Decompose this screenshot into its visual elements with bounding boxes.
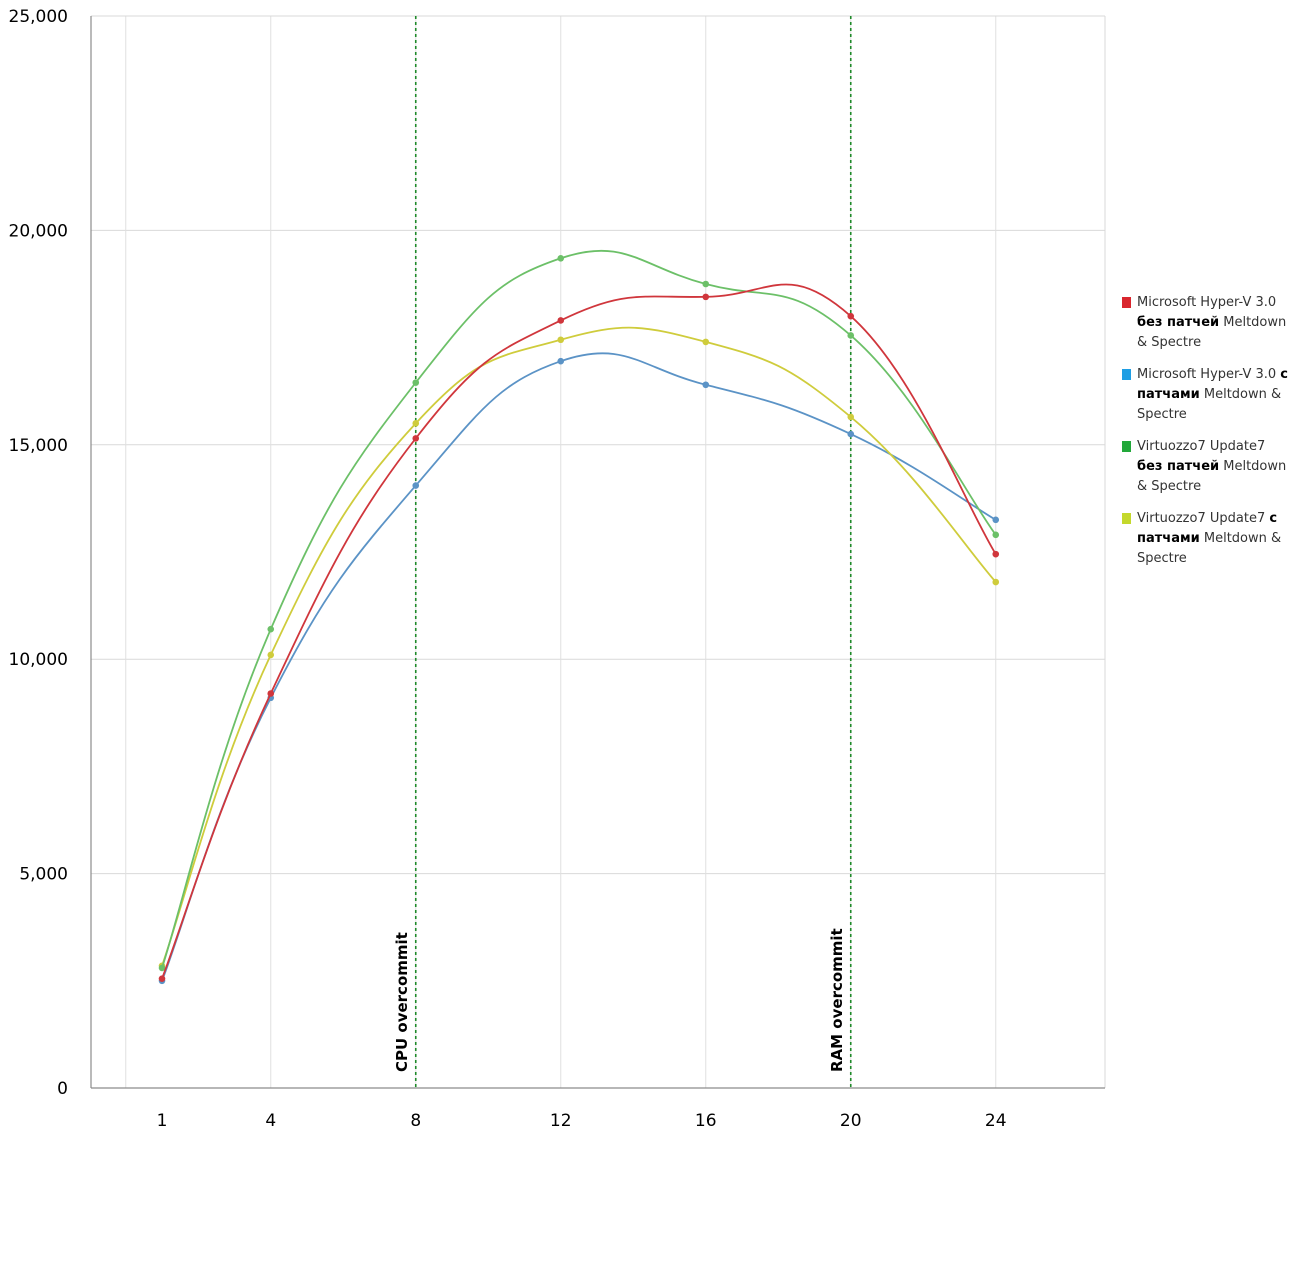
series-line: [161, 249, 997, 969]
data-point: [412, 420, 420, 427]
x-tick-label: 24: [985, 1111, 1007, 1131]
legend-item-hyperv-patched: Microsoft Hyper-V 3.0 с патчами Meltdown…: [1122, 365, 1292, 425]
data-point: [847, 430, 855, 438]
data-point: [412, 379, 420, 386]
data-point: [412, 482, 420, 489]
legend-label: Microsoft Hyper-V 3.0 без патчей Meltdow…: [1137, 295, 1286, 350]
data-point: [557, 254, 565, 262]
legend-label-part: Meltdown & Spectre: [1137, 387, 1282, 422]
x-tick-label: 8: [410, 1111, 421, 1131]
series-line: [161, 326, 997, 967]
legend-label: Virtuozzo7 Update7 с патчами Meltdown & …: [1137, 511, 1281, 566]
legend-label-part: Virtuozzo7 Update7: [1137, 439, 1266, 454]
data-point: [847, 312, 855, 320]
legend: Microsoft Hyper-V 3.0 без патчей Meltdow…: [1122, 293, 1292, 581]
data-point: [702, 338, 710, 346]
legend-swatch: [1122, 441, 1131, 452]
data-point: [412, 435, 420, 442]
legend-label-part: Virtuozzo7 Update7: [1137, 511, 1270, 526]
legend-label-part: Meltdown & Spectre: [1137, 531, 1282, 566]
legend-label-bold: без патчей: [1137, 315, 1220, 330]
data-point: [267, 625, 275, 633]
y-tick-label: 5,000: [19, 865, 68, 885]
y-tick-label: 15,000: [9, 436, 68, 456]
legend-label-part: Microsoft Hyper-V 3.0: [1137, 295, 1277, 310]
data-point: [702, 293, 710, 301]
x-tick-label: 20: [840, 1111, 862, 1131]
data-point: [847, 332, 855, 339]
legend-label-part: Microsoft Hyper-V 3.0: [1137, 367, 1281, 382]
x-tick-label: 4: [265, 1111, 276, 1131]
y-tick-label: 0: [57, 1079, 68, 1099]
data-point: [557, 336, 565, 344]
data-point: [992, 531, 1000, 539]
y-tick-label: 20,000: [9, 221, 68, 241]
x-tick-label: 1: [157, 1111, 168, 1131]
legend-item-virtuozzo-patched: Virtuozzo7 Update7 с патчами Meltdown & …: [1122, 509, 1292, 569]
legend-label-part: Meltdown & Spectre: [1137, 459, 1287, 494]
y-tick-label: 10,000: [9, 650, 68, 670]
annotation-label: RAM overcommit: [828, 928, 846, 1072]
legend-swatch: [1122, 369, 1131, 380]
legend-label: Virtuozzo7 Update7 без патчей Meltdown &…: [1137, 439, 1286, 494]
data-point: [267, 690, 275, 697]
legend-label-part: Meltdown & Spectre: [1137, 315, 1287, 350]
y-tick-label: 25,000: [9, 7, 68, 27]
x-tick-label: 16: [695, 1111, 717, 1131]
data-point: [992, 578, 1000, 586]
axis-layer: 0 5,000 10,000 15,000 20,000 25,000 1 4 8 12 16 20 2…: [9, 7, 1105, 1131]
legend-label: Microsoft Hyper-V 3.0 с патчами Meltdown…: [1137, 367, 1288, 422]
data-point: [158, 964, 166, 972]
data-point: [267, 651, 275, 659]
legend-item-virtuozzo-no-patches: Virtuozzo7 Update7 без патчей Meltdown &…: [1122, 437, 1292, 497]
data-point: [847, 413, 855, 421]
legend-swatch: [1122, 513, 1131, 524]
series-line: [161, 283, 997, 979]
data-point: [702, 381, 710, 389]
data-point: [992, 516, 1000, 524]
legend-label-bold: с патчами: [1137, 511, 1278, 546]
series-line: [161, 352, 997, 982]
annotation-label: CPU overcommit: [393, 932, 411, 1072]
grid-layer: [91, 15, 1106, 1088]
legend-swatch: [1122, 297, 1131, 308]
annotation-layer: CPU overcommit RAM overcommit: [393, 16, 852, 1088]
legend-label-bold: с патчами: [1137, 367, 1289, 402]
data-point: [158, 975, 166, 982]
legend-item-hyperv-no-patches: Microsoft Hyper-V 3.0 без патчей Meltdow…: [1122, 293, 1292, 353]
data-point: [557, 357, 565, 365]
series-layer: [158, 249, 1000, 985]
legend-label-bold: без патчей: [1137, 459, 1220, 474]
data-point: [702, 280, 710, 288]
data-point: [992, 550, 1000, 558]
data-point: [557, 317, 565, 324]
x-tick-label: 12: [550, 1111, 572, 1131]
